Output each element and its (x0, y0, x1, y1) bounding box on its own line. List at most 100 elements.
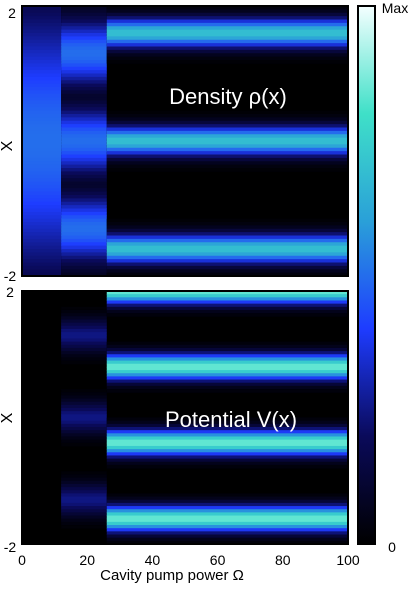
density-heatmap-cell (61, 222, 107, 226)
density-y-tick-top: 2 (8, 5, 16, 21)
potential-heatmap-cell (106, 464, 348, 469)
density-y-axis-label: X (0, 140, 16, 151)
density-heatmap-cell (22, 6, 62, 10)
potential-heatmap-cell (61, 426, 107, 431)
density-heatmap-cell (22, 63, 62, 68)
density-heatmap-cell (106, 235, 348, 240)
density-heatmap-cell (61, 33, 107, 37)
density-heatmap-cell (61, 164, 107, 169)
density-heatmap-cell (22, 114, 62, 118)
potential-heatmap-cell (61, 335, 107, 339)
potential-heatmap-cell (106, 344, 348, 349)
density-heatmap-cell (22, 205, 62, 209)
potential-heatmap-cell (106, 313, 348, 317)
density-heatmap-cell (61, 211, 107, 216)
density-heatmap-cell (22, 60, 62, 64)
density-heatmap-cell (61, 235, 107, 240)
density-heatmap-cell (106, 53, 348, 58)
density-heatmap-cell (61, 12, 107, 17)
potential-heatmap-cell (106, 370, 348, 374)
potential-panel-frame (21, 290, 349, 545)
density-heatmap-cell (106, 60, 348, 64)
density-heatmap-cell (22, 46, 62, 51)
density-heatmap-cell (106, 12, 348, 17)
density-heatmap-cell (106, 46, 348, 51)
density-heatmap-cell (22, 110, 62, 115)
density-heatmap-cell (22, 232, 62, 236)
potential-heatmap-cell (106, 512, 348, 517)
density-heatmap-cell (22, 97, 62, 101)
density-heatmap-cell (61, 188, 107, 193)
potential-heatmap-cell (61, 487, 107, 491)
potential-heatmap-cell (61, 417, 107, 422)
potential-heatmap-cell (61, 360, 107, 365)
density-heatmap-cell (106, 36, 348, 41)
density-heatmap-cell (22, 265, 62, 270)
density-heatmap-cell (106, 16, 348, 20)
density-heatmap-cell (61, 272, 107, 277)
density-heatmap-cell (61, 49, 107, 54)
density-heatmap-cell (61, 36, 107, 41)
density-heatmap-cell (22, 43, 62, 47)
x-axis-label: Cavity pump power Ω (100, 567, 244, 584)
potential-heatmap-cell (106, 357, 348, 362)
density-heatmap-cell (22, 164, 62, 169)
density-heatmap-cell (61, 76, 107, 81)
potential-heatmap-cell (106, 496, 348, 501)
density-heatmap-cell (22, 222, 62, 226)
potential-heatmap-cell (106, 509, 348, 513)
potential-heatmap-cell (61, 398, 107, 403)
potential-heatmap-cell (61, 357, 107, 362)
potential-heatmap-cell (106, 417, 348, 422)
density-heatmap-cell (106, 157, 348, 162)
density-heatmap-cell (22, 87, 62, 91)
density-heatmap-cell (61, 29, 107, 34)
density-heatmap-cell (22, 90, 62, 95)
density-heatmap-cell (61, 100, 107, 105)
density-heatmap-cell (106, 232, 348, 236)
density-heatmap-cell (106, 49, 348, 54)
density-heatmap-cell (22, 141, 62, 145)
potential-heatmap-cell (61, 347, 107, 352)
potential-heatmap-cell (106, 291, 348, 295)
density-heatmap-cell (106, 265, 348, 270)
density-heatmap-cell (22, 198, 62, 203)
potential-heatmap-cell (106, 528, 348, 532)
density-heatmap-cell (22, 83, 62, 88)
potential-heatmap-cell (106, 297, 348, 301)
density-heatmap-cell (106, 110, 348, 115)
density-heatmap-cell (106, 120, 348, 125)
density-heatmap-cell (22, 36, 62, 41)
density-heatmap-cell (22, 157, 62, 162)
density-heatmap-cell (61, 22, 107, 27)
potential-heatmap-cell (106, 537, 348, 542)
potential-heatmap-cell (106, 294, 348, 298)
density-heatmap-cell (106, 137, 348, 142)
potential-heatmap-cell (61, 319, 107, 324)
density-heatmap-cell (22, 252, 62, 257)
potential-heatmap-cell (61, 433, 107, 437)
density-heatmap-cell (22, 70, 62, 74)
density-heatmap-cell (61, 191, 107, 196)
potential-heatmap-cell (106, 515, 348, 520)
potential-heatmap-cell (61, 480, 107, 485)
potential-heatmap-cell (61, 499, 107, 504)
density-heatmap-cell (61, 161, 107, 166)
density-heatmap-cell (22, 215, 62, 220)
potential-heatmap-cell (61, 483, 107, 488)
density-heatmap-cell (22, 103, 62, 108)
potential-heatmap-cell (61, 420, 107, 425)
potential-y-tick-bottom: -2 (4, 539, 17, 555)
density-heatmap-cell (22, 235, 62, 240)
potential-heatmap-cell (61, 506, 107, 510)
potential-heatmap-cell (106, 534, 348, 539)
density-heatmap-cell (22, 245, 62, 250)
x-tick-label: 0 (18, 552, 26, 568)
density-heatmap-cell (61, 262, 107, 267)
density-heatmap-cell (61, 9, 107, 14)
density-heatmap-cell (61, 63, 107, 68)
potential-heatmap-cell (61, 521, 107, 526)
density-heatmap-cell (61, 171, 107, 176)
density-heatmap-cell (61, 117, 107, 122)
density-heatmap-cell (22, 19, 62, 24)
